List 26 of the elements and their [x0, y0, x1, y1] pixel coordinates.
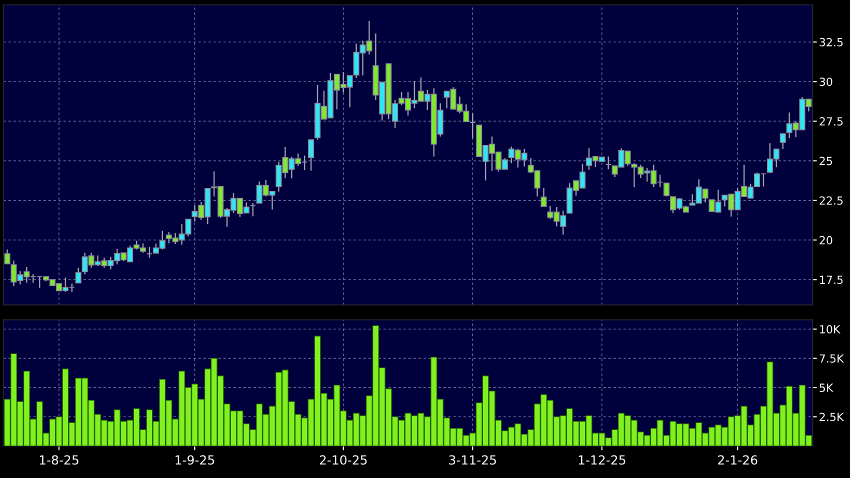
y-tick-label: 32.5 — [820, 38, 843, 46]
y-tick-label: 10K — [820, 325, 841, 334]
y-tick-label: 25 — [820, 156, 832, 166]
candlestick — [146, 246, 152, 258]
candlestick — [605, 156, 612, 170]
candlestick — [780, 133, 786, 150]
candlestick — [470, 112, 476, 139]
candlestick — [308, 139, 314, 172]
y-tick-label: 20 — [820, 236, 832, 244]
y-tick-label: 27.5 — [820, 117, 843, 126]
x-tick-label: 1-9-25 — [176, 455, 214, 465]
candlestick — [75, 267, 82, 284]
candlestick — [664, 182, 670, 198]
x-tick-label: 1-12-25 — [578, 455, 626, 465]
y-tick-label: 30 — [820, 78, 832, 86]
y-tick-label: 7.5K — [820, 354, 844, 363]
y-tick-label: 17.5 — [820, 276, 843, 284]
y-tick-label: 5K — [820, 384, 834, 392]
x-tick-label: 3-11-25 — [449, 455, 496, 465]
candlestick — [250, 202, 256, 217]
y-tick-label: 2.5K — [820, 412, 844, 422]
x-tick-label: 2-10-25 — [320, 455, 367, 465]
y-tick-label: 22.5 — [820, 196, 843, 205]
candlestick — [540, 187, 547, 208]
x-tick-label: 2-1-26 — [718, 455, 758, 465]
x-tick-label: 1-8-25 — [40, 455, 78, 465]
